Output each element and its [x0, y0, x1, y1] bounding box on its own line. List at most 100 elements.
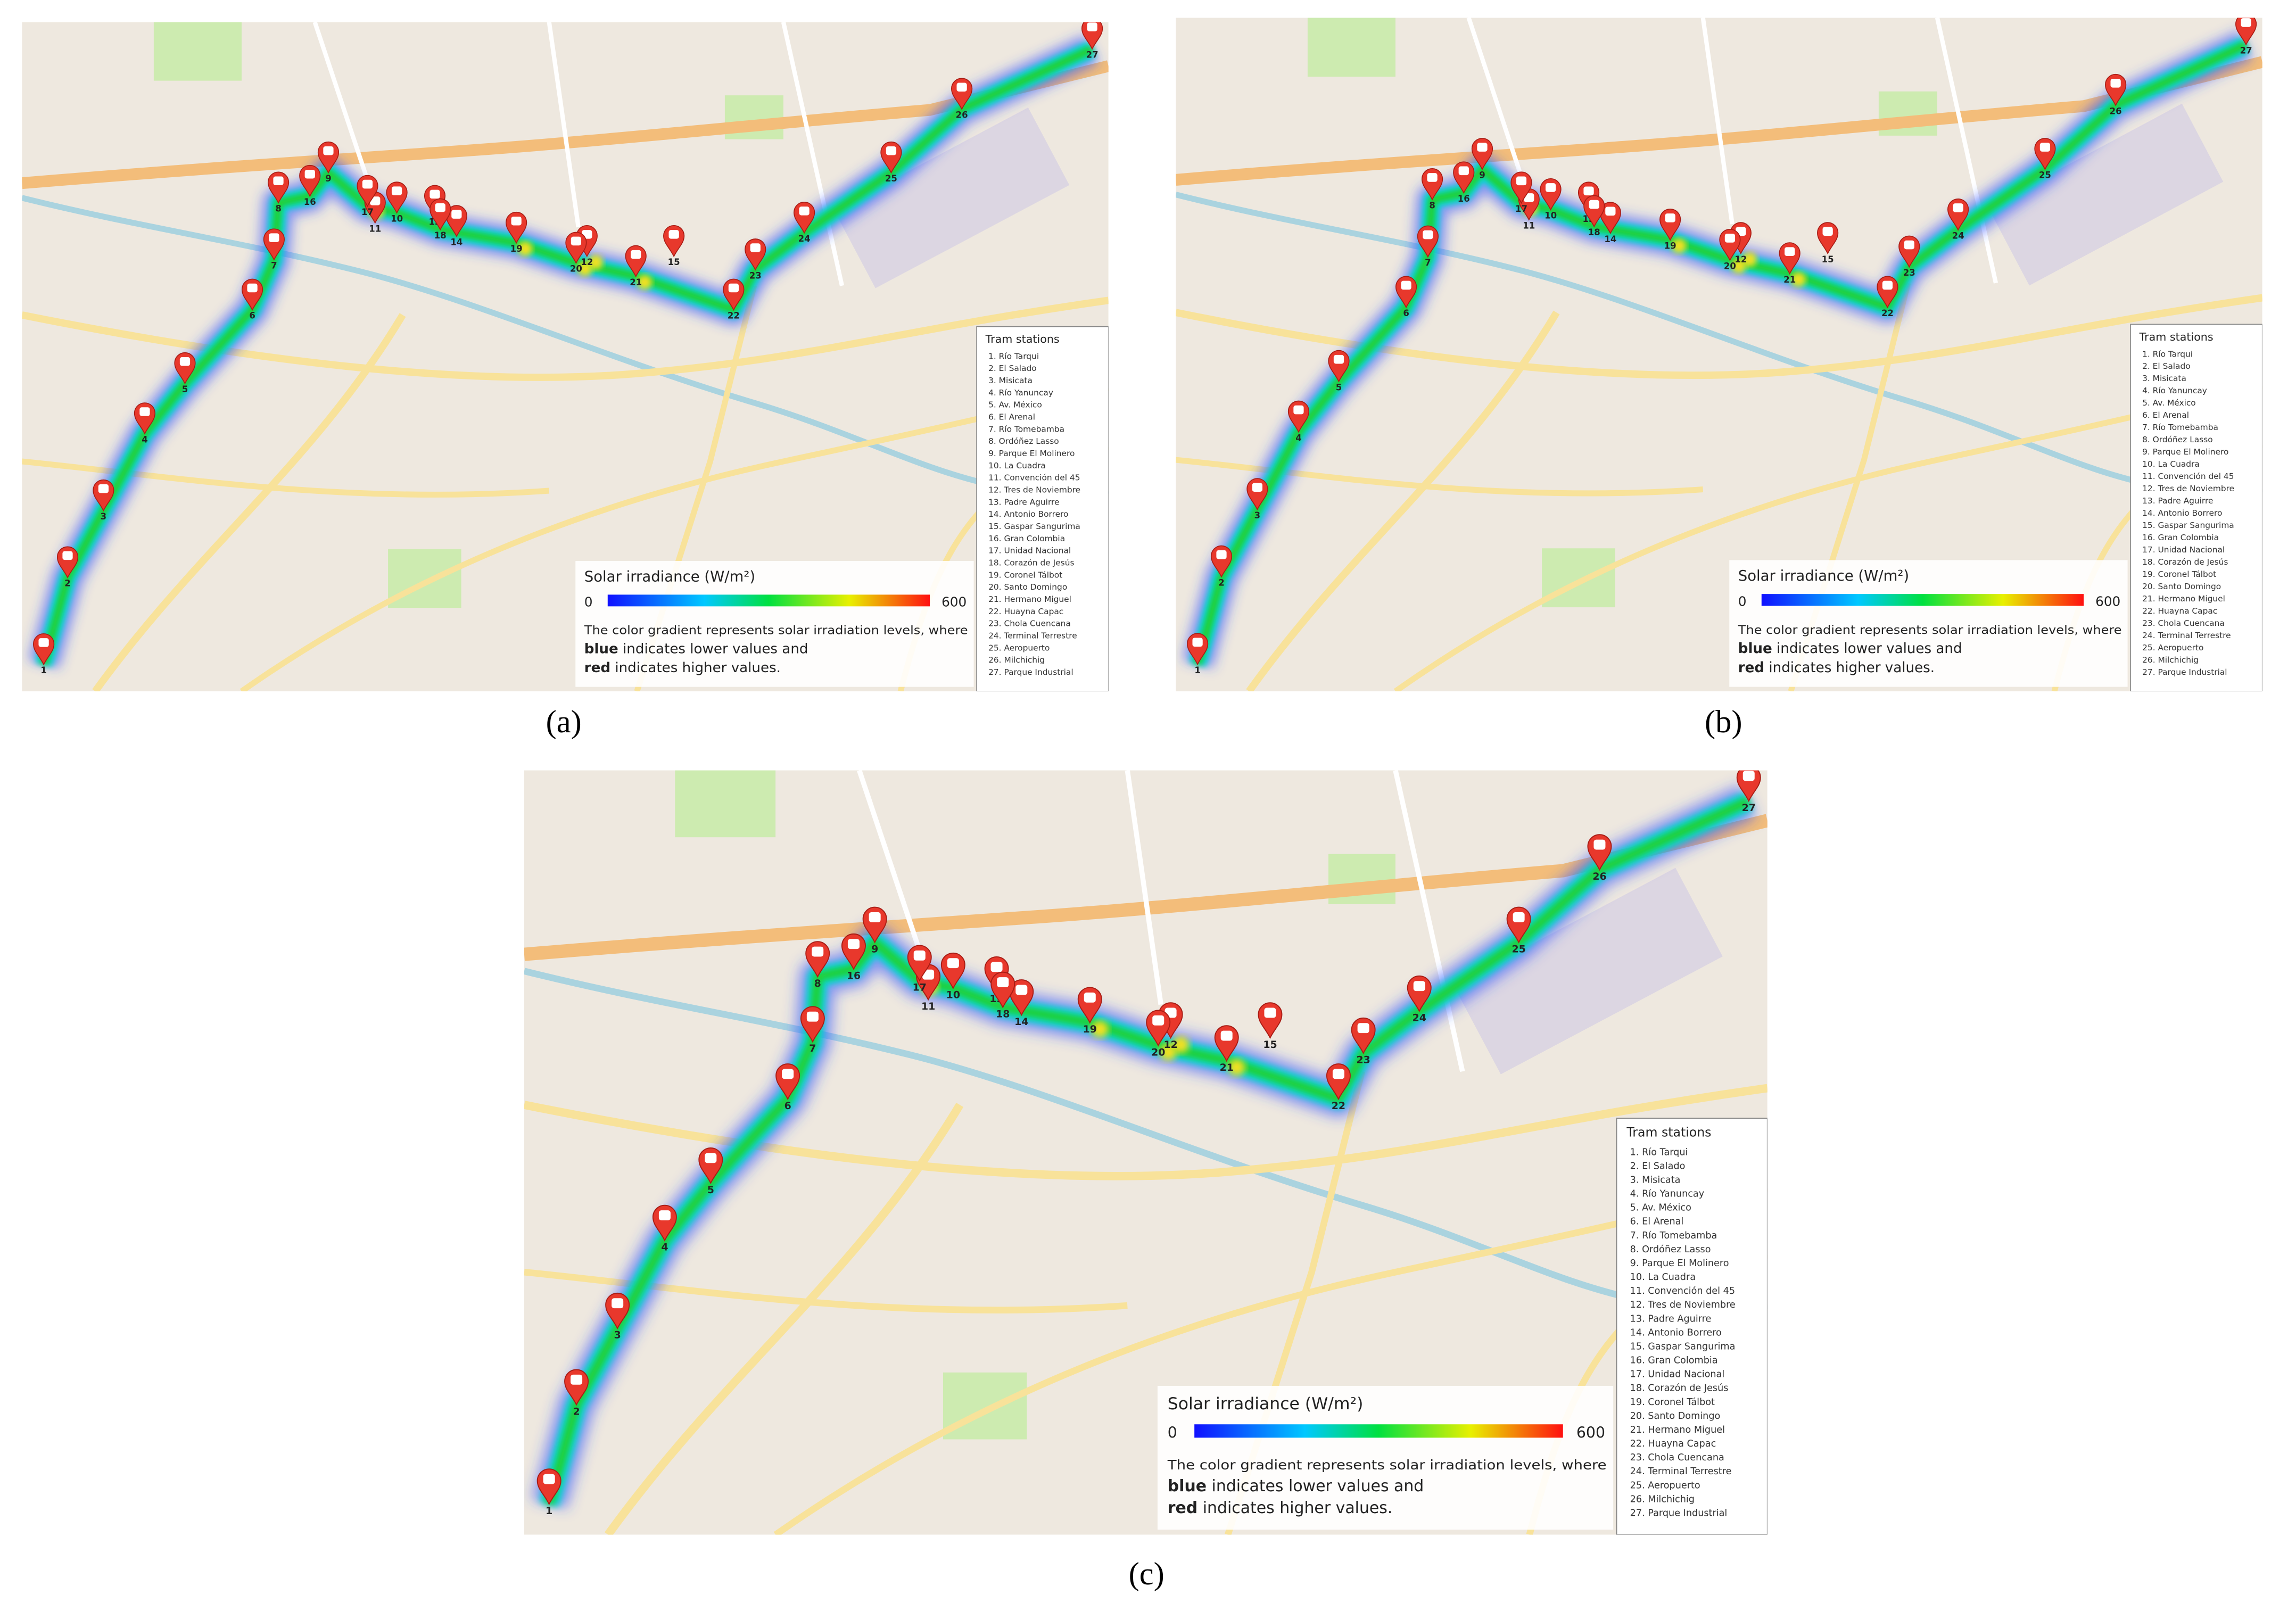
station-item: 20. Santo Domingo — [988, 582, 1067, 592]
station-list-title: Tram stations — [1626, 1125, 1711, 1140]
road — [781, 22, 845, 286]
station-marker: 10 — [386, 181, 408, 224]
station-item: 5. Av. México — [2142, 398, 2196, 408]
station-marker: 14 — [445, 205, 467, 247]
station-marker: 8 — [1421, 168, 1443, 211]
station-list: Tram stations 1. Río Tarqui 2. El Salado 3.… — [2130, 324, 2262, 691]
panel-label: (b) — [1705, 704, 1742, 740]
marker-icon — [1785, 247, 1795, 257]
station-list-title: Tram stations — [985, 333, 1060, 345]
road — [22, 458, 550, 498]
marker-number: 17 — [361, 207, 374, 217]
marker-icon — [1264, 1007, 1276, 1018]
station-item: 26. Milchichig — [2142, 655, 2199, 665]
heatmap-hot — [577, 261, 592, 276]
legend-description: red indicates higher values. — [1738, 660, 1935, 676]
marker-icon — [847, 939, 860, 949]
description-bold: red — [1168, 1499, 1197, 1517]
station-item: 15. Gaspar Sangurima — [988, 522, 1080, 531]
station-marker: 24 — [794, 202, 815, 244]
marker-icon — [1513, 912, 1525, 922]
station-marker: 6 — [1395, 276, 1417, 318]
legend-description: blue indicates lower values and — [584, 641, 808, 657]
station-marker: 1 — [33, 633, 55, 675]
station-marker: 1 — [1187, 633, 1209, 675]
station-item: 3. Misicata — [988, 376, 1033, 385]
marker-number: 10 — [1545, 211, 1557, 221]
station-marker: 5 — [698, 1147, 723, 1196]
heatmap-hot — [517, 241, 533, 257]
station-item: 11. Convención del 45 — [988, 473, 1080, 483]
legend: Solar irradiance (W/m²) 0 600 The color gra… — [1729, 560, 2128, 687]
marker-icon — [705, 1153, 717, 1163]
marker-number: 27 — [1086, 49, 1099, 60]
station-item: 26. Milchichig — [988, 655, 1045, 665]
station-item: 22. Huayna Capac — [1630, 1439, 1716, 1449]
station-item: 16. Gran Colombia — [2142, 533, 2219, 542]
station-item: 5. Av. México — [988, 400, 1042, 410]
station-item: 5. Av. México — [1630, 1203, 1691, 1213]
road — [524, 1268, 1128, 1313]
station-marker: 4 — [652, 1204, 677, 1253]
description-text: indicates lower values and — [1207, 1477, 1424, 1496]
marker-icon — [1589, 200, 1599, 209]
legend-max: 600 — [941, 594, 967, 609]
station-item: 21. Hermano Miguel — [988, 594, 1071, 604]
station-item: 24. Terminal Terrestre — [988, 631, 1077, 641]
station-marker: 16 — [1453, 161, 1475, 204]
station-item: 27. Parque Industrial — [1630, 1508, 1728, 1518]
station-marker: 27 — [2235, 18, 2257, 56]
station-list-box — [2130, 324, 2262, 691]
station-item: 20. Santo Domingo — [1630, 1411, 1721, 1422]
station-list-title: Tram stations — [2139, 331, 2214, 343]
marker-number: 16 — [847, 970, 861, 982]
description-text: indicates lower values and — [618, 641, 808, 657]
marker-icon — [1593, 839, 1606, 850]
panel-label: (a) — [546, 704, 582, 740]
station-marker: 5 — [1328, 350, 1350, 392]
marker-number: 3 — [614, 1329, 621, 1341]
marker-number: 24 — [1952, 231, 1964, 241]
marker-icon — [913, 950, 926, 961]
marker-number: 18 — [1588, 227, 1600, 237]
road — [1176, 56, 2262, 186]
legend-description: blue indicates lower values and — [1738, 641, 1962, 657]
station-item: 25. Aeropuerto — [2142, 643, 2203, 652]
station-marker: 18 — [990, 971, 1015, 1020]
station-marker: 26 — [951, 78, 973, 120]
marker-number: 7 — [1425, 258, 1431, 268]
marker-number: 24 — [1413, 1012, 1426, 1024]
station-marker: 19 — [506, 211, 527, 254]
marker-number: 3 — [1254, 510, 1260, 521]
road — [524, 814, 1768, 961]
heatmap-hot — [1228, 1059, 1245, 1076]
station-item: 10. La Cuadra — [1630, 1272, 1696, 1283]
station-item: 16. Gran Colombia — [988, 534, 1065, 543]
marker-icon — [956, 82, 967, 92]
station-marker: 18 — [1583, 195, 1605, 237]
marker-icon — [1084, 992, 1096, 1003]
road — [312, 22, 376, 199]
marker-number: 1 — [1194, 665, 1200, 675]
heatmap-hot — [1731, 259, 1746, 274]
station-marker: 5 — [174, 352, 196, 394]
station-item: 1. Río Tarqui — [2142, 349, 2193, 359]
heatmap-hot — [1091, 1021, 1109, 1038]
marker-icon — [1423, 230, 1433, 239]
heatmap-hot — [1160, 1044, 1177, 1061]
station-item: 6. El Arenal — [988, 412, 1035, 422]
marker-number: 19 — [510, 244, 523, 254]
station-item: 11. Convención del 45 — [1630, 1286, 1735, 1296]
legend-description: red indicates higher values. — [1168, 1499, 1393, 1517]
station-item: 24. Terminal Terrestre — [1630, 1466, 1732, 1477]
marker-icon — [1516, 176, 1527, 186]
marker-number: 25 — [1512, 943, 1525, 955]
station-marker: 15 — [663, 225, 685, 267]
description-bold: blue — [584, 641, 618, 657]
heatmap-hot — [1172, 1036, 1190, 1053]
description-bold: red — [1738, 660, 1764, 676]
marker-number: 25 — [885, 174, 897, 184]
marker-number: 22 — [1881, 308, 1894, 318]
station-marker: 22 — [1326, 1063, 1351, 1112]
